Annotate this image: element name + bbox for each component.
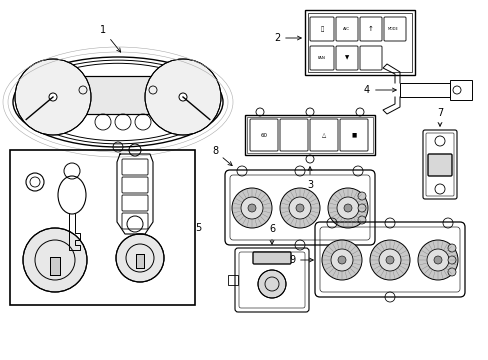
Text: 6: 6 [268, 224, 274, 244]
Circle shape [179, 93, 186, 101]
Bar [399, 83, 449, 97]
Circle shape [378, 249, 400, 271]
Bar [10, 150, 195, 305]
Text: 9: 9 [288, 255, 313, 265]
Circle shape [385, 256, 393, 264]
Text: FAN: FAN [317, 56, 325, 60]
Bar [136, 254, 143, 268]
Bar [307, 13, 411, 72]
FancyBboxPatch shape [252, 252, 290, 264]
Circle shape [417, 240, 457, 280]
Bar [80, 76, 156, 114]
Circle shape [337, 256, 346, 264]
Circle shape [258, 270, 285, 298]
Circle shape [116, 234, 163, 282]
Circle shape [426, 249, 448, 271]
Text: 1: 1 [100, 25, 121, 52]
Text: 60: 60 [260, 132, 267, 138]
Text: 5: 5 [195, 223, 201, 233]
Circle shape [343, 204, 351, 212]
Circle shape [336, 197, 358, 219]
Circle shape [357, 216, 365, 224]
Circle shape [145, 59, 221, 135]
Text: ↑: ↑ [367, 26, 373, 32]
Bar [227, 275, 238, 285]
Text: 2: 2 [273, 33, 301, 43]
Circle shape [321, 240, 361, 280]
Circle shape [241, 197, 263, 219]
Circle shape [327, 188, 367, 228]
Circle shape [231, 188, 271, 228]
Text: 8: 8 [211, 146, 232, 166]
Text: 4: 4 [363, 85, 395, 95]
Text: A/C: A/C [343, 27, 350, 31]
FancyBboxPatch shape [427, 154, 451, 176]
Text: △: △ [321, 132, 325, 138]
Circle shape [23, 228, 87, 292]
Bar [80, 76, 156, 114]
Text: ⬛: ⬛ [320, 26, 323, 32]
Bar [305, 10, 414, 75]
Circle shape [447, 268, 455, 276]
Text: 7: 7 [436, 108, 442, 126]
Bar [50, 257, 60, 275]
Text: ■: ■ [351, 132, 356, 138]
Bar [136, 254, 143, 268]
Circle shape [247, 204, 256, 212]
Circle shape [288, 197, 310, 219]
Bar [449, 80, 471, 100]
Circle shape [447, 244, 455, 252]
Circle shape [369, 240, 409, 280]
Circle shape [447, 256, 455, 264]
Text: ▼: ▼ [344, 55, 348, 60]
Text: MODE: MODE [387, 27, 398, 31]
Bar [244, 115, 374, 155]
Circle shape [295, 204, 304, 212]
Circle shape [49, 93, 57, 101]
Circle shape [433, 256, 441, 264]
Text: 3: 3 [306, 167, 312, 190]
Circle shape [15, 59, 91, 135]
Circle shape [357, 192, 365, 200]
Circle shape [357, 204, 365, 212]
Bar [50, 257, 60, 275]
Circle shape [280, 188, 319, 228]
Bar [246, 117, 372, 153]
Circle shape [330, 249, 352, 271]
